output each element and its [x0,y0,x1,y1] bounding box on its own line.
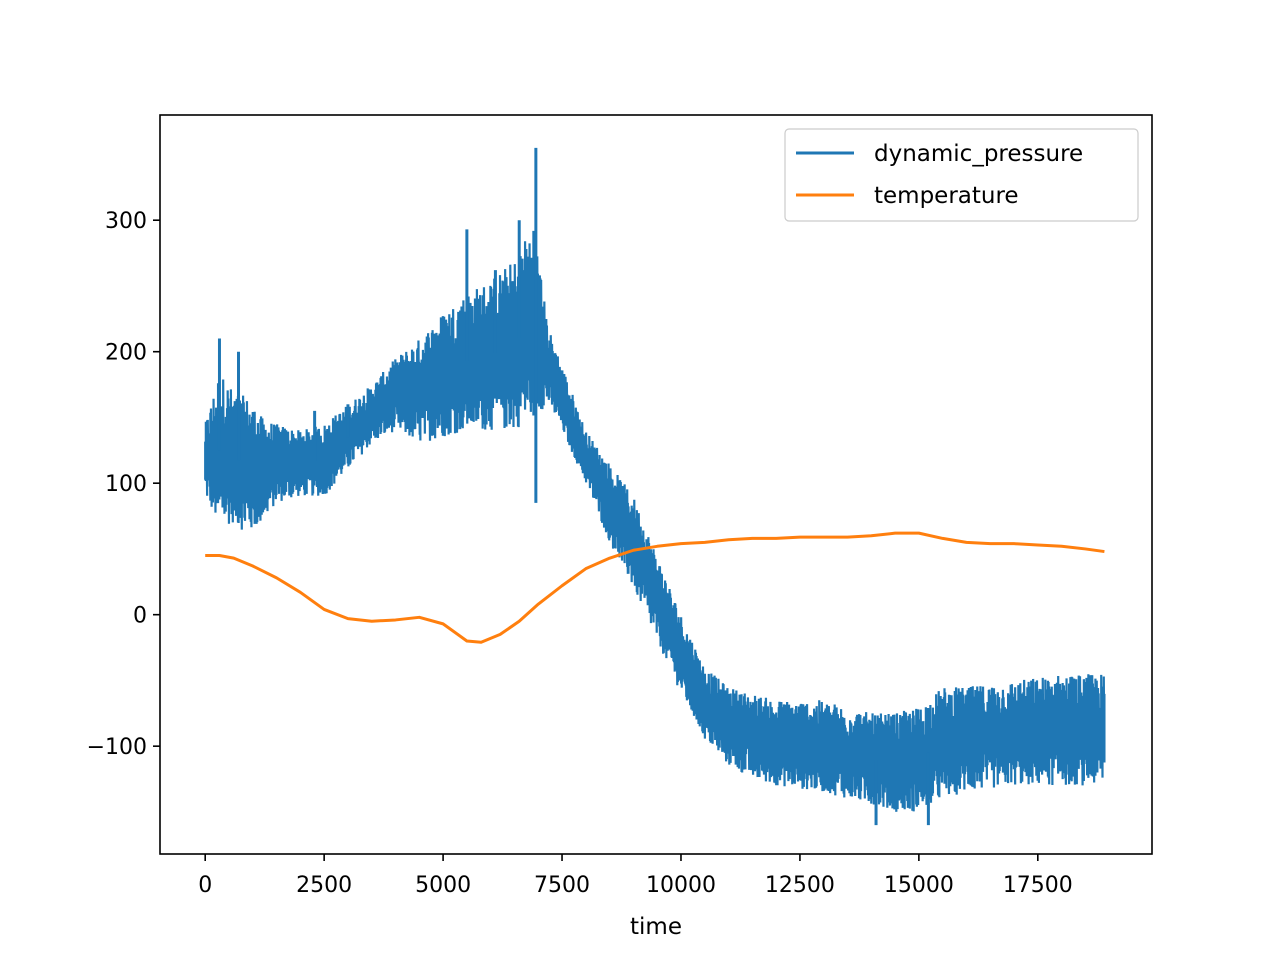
x-axis: 0 2500 5000 7500 10000 12500 15000 17500 [198,854,1073,898]
y-axis: −100 0 100 200 300 [87,209,160,760]
series-dynamic-pressure-line [204,230,1106,812]
y-tick-label: 200 [105,341,147,366]
series-layer [204,147,1106,826]
x-tick-label: 2500 [296,873,352,898]
legend-label-temperature: temperature [874,183,1019,209]
x-tick-label: 17500 [1003,873,1073,898]
y-tick-label: 0 [133,604,147,629]
x-axis-title: time [630,914,682,940]
x-tick-label: 15000 [884,873,954,898]
x-tick-label: 12500 [765,873,835,898]
y-tick-label: 300 [105,209,147,234]
y-tick-label: −100 [87,735,147,760]
x-tick-label: 0 [198,873,212,898]
x-tick-label: 5000 [415,873,471,898]
legend: dynamic_pressure temperature [784,128,1139,222]
x-tick-label: 10000 [646,873,716,898]
plot-frame [159,114,1153,855]
x-tick-label: 7500 [534,873,590,898]
legend-label-dynamic-pressure: dynamic_pressure [874,141,1083,167]
legend-frame [784,128,1139,222]
y-tick-label: 100 [105,472,147,497]
series-temperature-line [205,531,1105,644]
